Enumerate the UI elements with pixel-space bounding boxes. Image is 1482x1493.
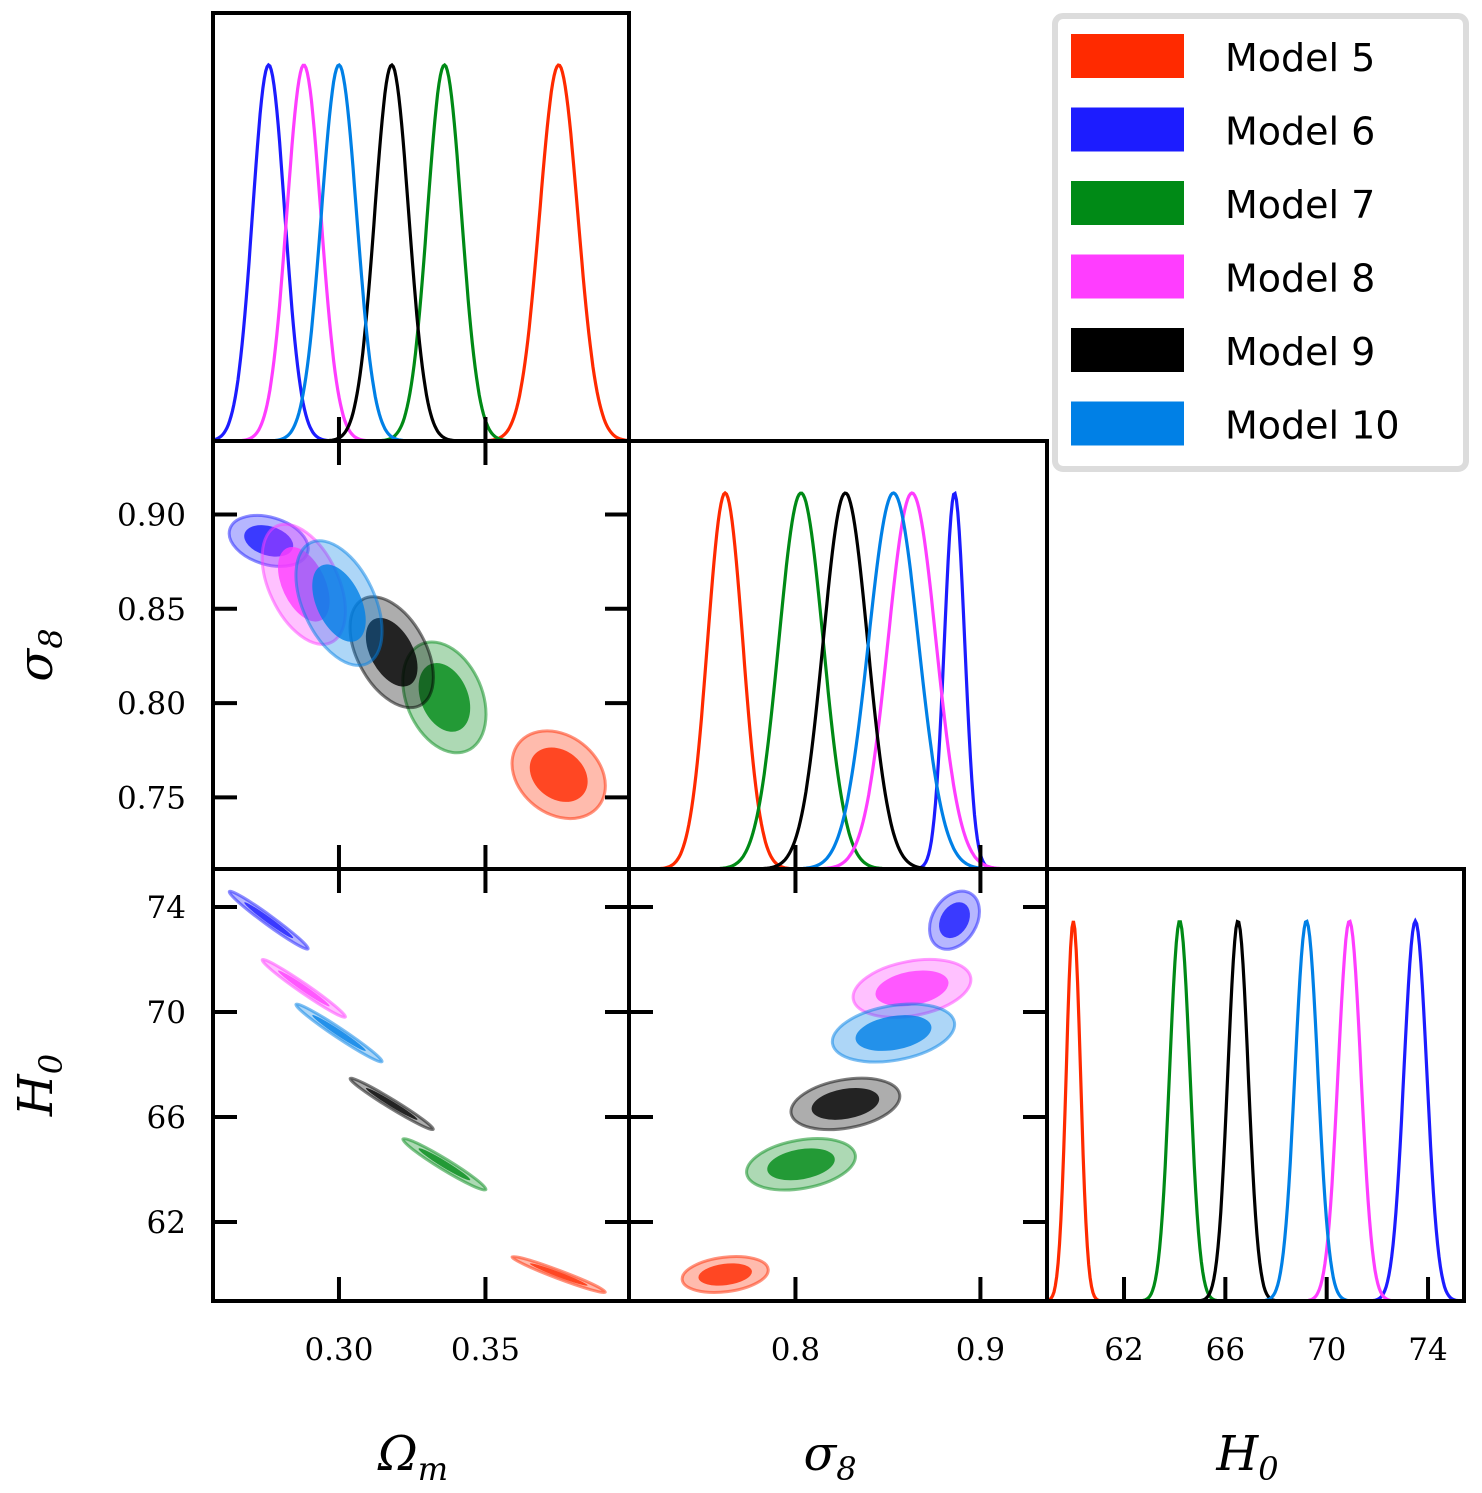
contour-inner-model-9 [365, 1087, 418, 1120]
marginal-curve-model-10 [213, 62, 629, 441]
panels [211, 11, 1466, 1303]
x-tick-label: 74 [1408, 1332, 1447, 1368]
contour-inner-model-7 [418, 663, 471, 732]
y-tick-label: 0.80 [117, 686, 186, 722]
x-axis-label-s8: σ8 [803, 1426, 856, 1488]
legend-swatch [1071, 401, 1184, 446]
y-tick-label: 74 [147, 890, 186, 926]
panel-s8-s8 [627, 439, 1049, 871]
contour-inner-model-5 [529, 747, 588, 802]
contour-inner-model-9 [365, 617, 418, 687]
marginal-curve-model-6 [1047, 917, 1464, 1301]
panel-content [227, 513, 607, 821]
marginal-curve-model-9 [1047, 919, 1464, 1301]
legend-label: Model 6 [1225, 110, 1375, 154]
x-axis-label-sub: 8 [836, 1450, 856, 1488]
contour-inner-model-6 [244, 525, 294, 557]
contour-inner-model-9 [811, 1087, 880, 1120]
x-axis-label-Om: Ωm [377, 1426, 448, 1488]
panel-content [227, 889, 607, 1295]
y-tick-label: 0.85 [117, 592, 186, 628]
marginal-curve-model-8 [629, 491, 1047, 869]
x-axis-label-sub: m [418, 1450, 448, 1488]
x-tick-label: 0.9 [956, 1332, 1005, 1368]
marginal-curve-model-7 [213, 62, 629, 441]
x-tick-label: 66 [1206, 1332, 1245, 1368]
legend-swatch [1071, 328, 1184, 372]
panel-s8-H0 [627, 867, 1049, 1303]
panel-content [1047, 917, 1464, 1301]
legend-swatch [1071, 181, 1184, 225]
legend-label: Model 5 [1225, 36, 1375, 80]
contour-inner-model-10 [312, 564, 366, 642]
axis-labels: 0.30 0.35 Ωm 0.8 0.9 σ8 62 66 70 74 H0 0.75 0.80 0.85… [8, 498, 1448, 1488]
x-axis-label-sub: 0 [1258, 1450, 1278, 1488]
contour-inner-model-7 [418, 1148, 471, 1181]
legend-label: Model 9 [1225, 330, 1375, 374]
contour-inner-model-8 [875, 970, 949, 1007]
panel-content [680, 889, 981, 1294]
y-axis-label-s8: σ8 [8, 628, 70, 681]
x-tick-label: 62 [1104, 1332, 1143, 1368]
legend-swatch [1071, 254, 1184, 299]
contour-inner-model-10 [855, 1015, 932, 1051]
panel-frame [1045, 867, 1466, 1303]
marginal-curve-model-5 [629, 490, 1047, 869]
marginal-curve-model-8 [213, 63, 629, 441]
marginal-curve-model-7 [629, 491, 1047, 869]
panel-Om-Om [211, 11, 631, 443]
panel-H0-H0 [1045, 867, 1466, 1303]
panel-Om-H0 [211, 867, 631, 1303]
legend-swatch [1071, 34, 1184, 78]
panel-content [629, 490, 1047, 869]
y-tick-label: 66 [147, 1100, 186, 1136]
legend: Model 5 Model 6 Model 7 Model 8 Model 9 Model… [1052, 13, 1469, 472]
marginal-curve-model-6 [213, 62, 629, 441]
contour-inner-model-5 [698, 1263, 752, 1286]
legend-box [1052, 13, 1469, 472]
contour-inner-model-6 [939, 902, 970, 939]
x-tick-label: 0.35 [451, 1332, 520, 1368]
contour-inner-model-7 [767, 1148, 835, 1181]
contour-inner-model-6 [244, 902, 294, 939]
y-axis-label-sub: 8 [32, 628, 70, 648]
y-axis-label-H0: H0 [8, 1054, 70, 1117]
y-tick-label: 0.75 [117, 780, 186, 816]
panel-content [213, 62, 629, 441]
x-axis-label-H0: H0 [1215, 1426, 1278, 1488]
panel-frame [211, 867, 631, 1303]
panel-frame [211, 11, 631, 443]
marginal-curve-model-9 [629, 491, 1047, 869]
panel-Om-s8 [211, 439, 631, 871]
y-tick-label: 70 [147, 995, 186, 1031]
x-tick-label: 70 [1307, 1332, 1346, 1368]
marginal-curve-model-9 [213, 62, 629, 441]
contour-inner-model-8 [277, 970, 330, 1007]
x-tick-label: 0.8 [771, 1332, 820, 1368]
y-axis-label-sub: 0 [32, 1054, 70, 1074]
y-tick-label: 0.90 [117, 498, 186, 534]
contour-inner-model-10 [312, 1015, 366, 1051]
legend-swatch [1071, 107, 1184, 152]
contour-inner-model-5 [529, 1263, 588, 1286]
y-tick-label: 62 [147, 1205, 186, 1241]
x-tick-label: 0.30 [304, 1332, 373, 1368]
legend-label: Model 8 [1225, 257, 1375, 301]
marginal-curve-model-5 [213, 63, 629, 441]
legend-label: Model 7 [1225, 183, 1375, 227]
legend-label: Model 10 [1225, 404, 1400, 448]
marginal-curve-model-6 [629, 490, 1047, 869]
